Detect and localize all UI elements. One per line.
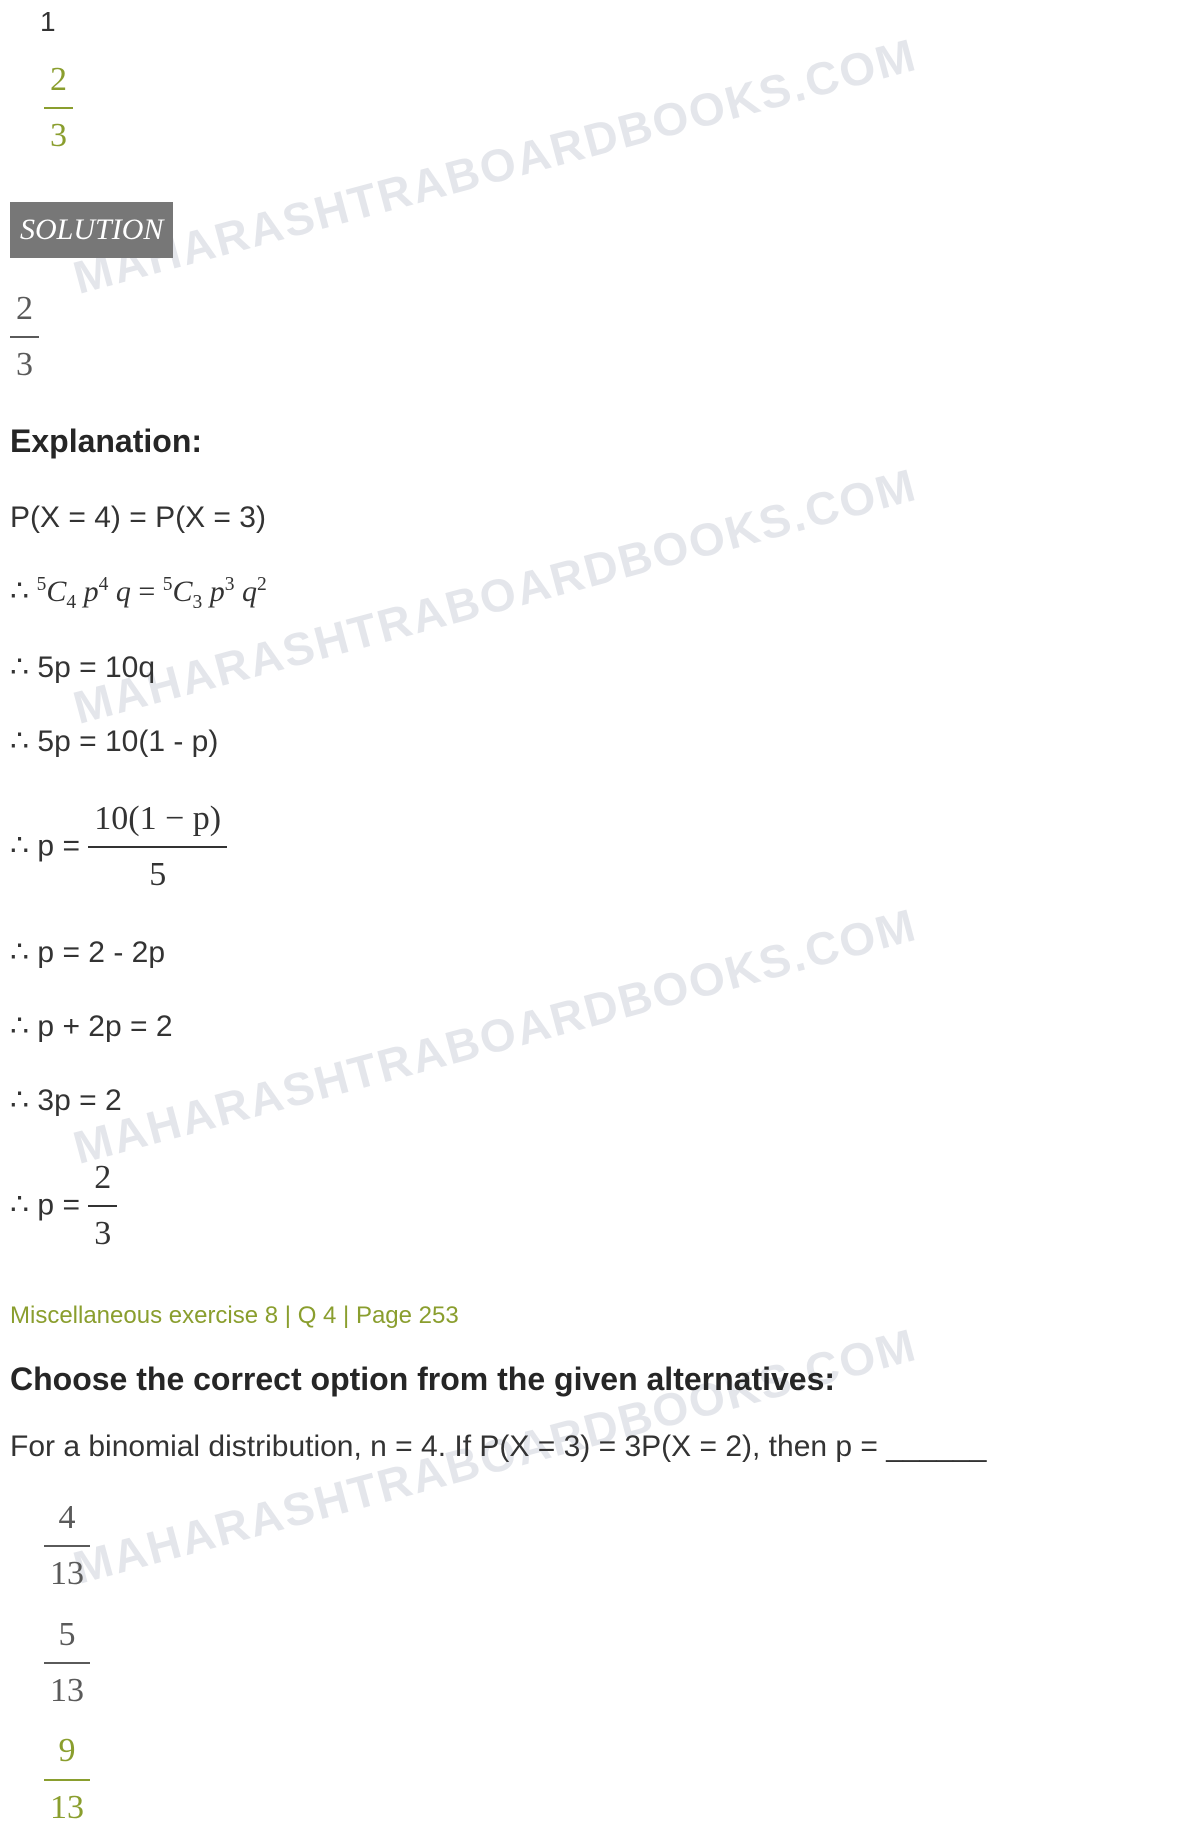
answer-den: 3 (10, 338, 39, 392)
c1-sup: 5 (37, 574, 47, 595)
solution-answer: 2 3 (10, 282, 1186, 393)
line9-prefix: ∴ p = (10, 1188, 88, 1221)
opt3-num: 9 (44, 1724, 90, 1780)
solution-line-7: ∴ p + 2p = 2 (10, 1003, 1186, 1051)
opt1-den: 13 (44, 1547, 90, 1601)
line5-num: 10(1 − p) (88, 792, 227, 848)
c1-sub: 4 (66, 592, 76, 613)
prev-opt2-num: 2 (44, 53, 73, 109)
solution-line-9: ∴ p = 2 3 (10, 1151, 1186, 1262)
line5-prefix: ∴ p = (10, 829, 88, 862)
next-option-3: 9 13 (10, 1724, 1186, 1841)
line9-num: 2 (88, 1151, 117, 1207)
answer-num: 2 (10, 282, 39, 338)
solution-label: SOLUTION (10, 202, 173, 258)
solution-line-1: P(X = 4) = P(X = 3) (10, 494, 1186, 542)
next-option-2: 5 13 (10, 1608, 1186, 1725)
opt1-num: 4 (44, 1491, 90, 1547)
line9-den: 3 (88, 1207, 117, 1261)
p2-exp: 3 (225, 574, 235, 595)
opt3-den: 13 (44, 1781, 90, 1835)
opt2-num: 5 (44, 1608, 90, 1664)
q2-exp: 2 (257, 574, 267, 595)
p1-exp: 4 (99, 574, 109, 595)
solution-line-4: ∴ 5p = 10(1 - p) (10, 718, 1186, 766)
solution-line-2: ∴ 5C4 p4 q = 5C3 p3 q2 (10, 568, 1186, 618)
line5-den: 5 (88, 848, 227, 902)
solution-line-8: ∴ 3p = 2 (10, 1077, 1186, 1125)
next-option-1: 4 13 (10, 1491, 1186, 1608)
explanation-heading: Explanation: (10, 416, 1186, 467)
question-heading: Choose the correct option from the given… (10, 1354, 1186, 1405)
c2-sub: 3 (193, 592, 203, 613)
c2-sup: 5 (163, 574, 173, 595)
question-body: For a binomial distribution, n = 4. If P… (10, 1423, 1186, 1471)
prev-opt2-den: 3 (44, 109, 73, 163)
solution-line-5: ∴ p = 10(1 − p) 5 (10, 792, 1186, 903)
solution-line-3: ∴ 5p = 10q (10, 644, 1186, 692)
prev-option-1: 1 (40, 0, 1186, 45)
exercise-meta: Miscellaneous exercise 8 | Q 4 | Page 25… (10, 1297, 1186, 1335)
opt2-den: 13 (44, 1664, 90, 1718)
solution-line-6: ∴ p = 2 - 2p (10, 929, 1186, 977)
line2-prefix: ∴ (10, 575, 37, 608)
prev-option-2: 2 3 (44, 53, 1186, 164)
